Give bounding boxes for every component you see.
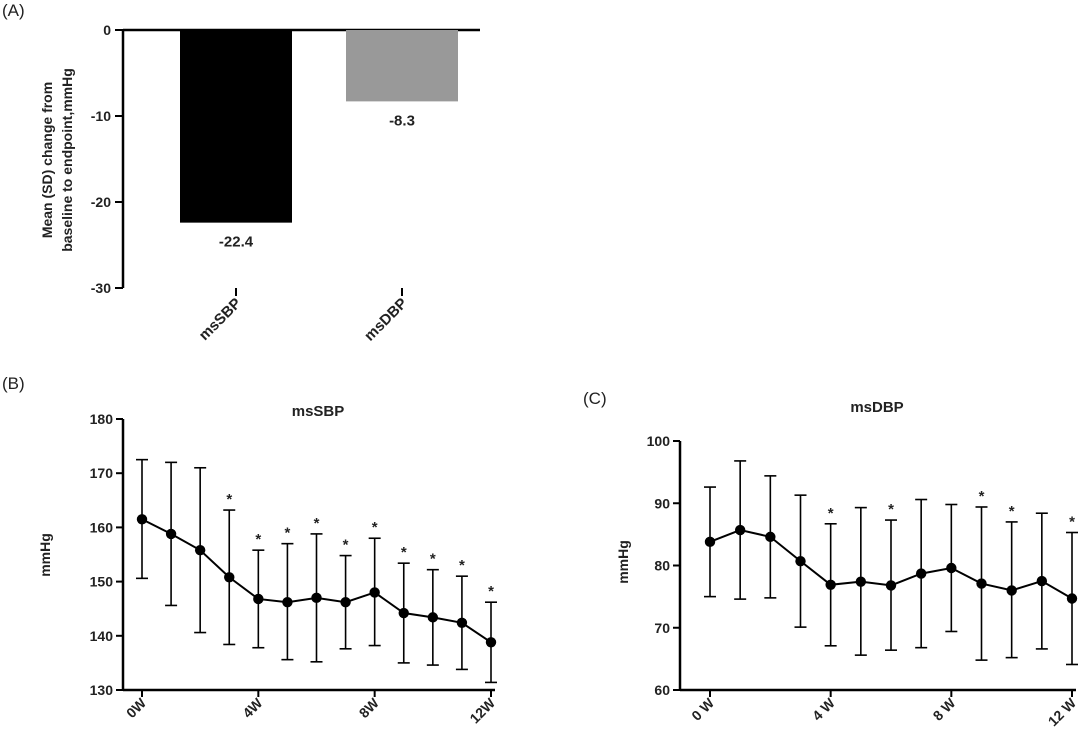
y-axis-label-line: baseline to endpoint,mmHg — [59, 68, 75, 252]
y-tick-label: 60 — [654, 682, 670, 698]
y-tick-label: 0 — [103, 22, 111, 38]
panel-b-sbp-line-chart: (B) msSBP 130 140 150 160 170 180 mmHg 0W 4W 8W 12W *… — [2, 374, 499, 726]
data-point — [427, 612, 439, 623]
y-tick-label: -30 — [91, 280, 111, 296]
panel-label: (C) — [583, 389, 607, 408]
x-tick-label: 8W — [356, 694, 383, 721]
panel-label: (B) — [2, 374, 25, 393]
data-point — [1036, 575, 1048, 587]
x-tick-label: msSBP — [196, 295, 245, 344]
significance-marker: * — [343, 537, 349, 554]
y-tick-label: -20 — [91, 194, 111, 210]
data-point — [485, 637, 497, 648]
data-point — [282, 596, 293, 608]
panel-label: (A) — [2, 1, 25, 20]
data-point — [704, 536, 716, 548]
panel-a-bar-chart: (A) 0 -10 -20 -30 Mean (SD) change from baseli… — [2, 1, 480, 345]
significance-marker: * — [255, 531, 261, 548]
significance-marker: * — [459, 557, 465, 574]
y-tick-label: 80 — [654, 558, 670, 574]
panel-c-dbp-line-chart: (C) msDBP 60 70 80 90 100 mmHg 0 W 4 W 8 W 12 W * * * *… — [583, 389, 1080, 729]
data-point — [253, 593, 264, 605]
data-label: -8.3 — [389, 112, 415, 129]
significance-marker: * — [430, 551, 436, 568]
y-tick-label: 90 — [654, 495, 670, 511]
data-point — [795, 555, 806, 567]
data-point — [398, 607, 409, 619]
data-point — [734, 524, 746, 536]
significance-marker: * — [488, 583, 494, 600]
y-tick-label: 140 — [90, 628, 114, 644]
x-tick-label: 0W — [123, 694, 150, 721]
y-tick-label: 150 — [90, 574, 114, 590]
data-point — [1006, 585, 1017, 596]
chart-title: msDBP — [850, 399, 903, 416]
y-axis-label: mmHg — [37, 533, 53, 577]
y-tick-label: 100 — [647, 433, 671, 449]
data-point — [340, 596, 351, 608]
y-tick-label: 160 — [90, 519, 114, 535]
significance-marker: * — [284, 525, 290, 542]
y-tick-label: 170 — [90, 465, 114, 481]
significance-marker: * — [372, 519, 378, 536]
x-tick-label: 8 W — [930, 694, 959, 723]
x-tick-label: msDBP — [361, 295, 411, 345]
data-point — [885, 580, 897, 591]
significance-marker: * — [314, 515, 320, 532]
data-point — [1066, 593, 1078, 604]
y-tick-label: 70 — [654, 620, 670, 636]
significance-marker: * — [979, 488, 985, 505]
bar-msSBP — [180, 30, 292, 223]
x-tick-label: 4 W — [809, 694, 838, 723]
data-point — [946, 562, 957, 574]
y-tick-label: 180 — [90, 411, 114, 427]
significance-marker: * — [1069, 514, 1075, 531]
data-point — [136, 514, 148, 525]
y-tick-label: -10 — [91, 108, 111, 124]
data-point — [165, 528, 177, 540]
data-label: -22.4 — [219, 234, 254, 251]
data-point — [915, 568, 927, 579]
data-point — [825, 579, 836, 590]
data-point — [765, 531, 776, 543]
y-axis-label-line: Mean (SD) change from — [39, 82, 55, 238]
significance-marker: * — [1009, 503, 1015, 520]
significance-marker: * — [888, 501, 894, 518]
data-point — [855, 576, 867, 587]
data-point — [456, 617, 468, 628]
bar-msDBP — [346, 30, 458, 102]
y-axis-label: Mean (SD) change from baseline to endpoin… — [39, 68, 75, 252]
data-point — [976, 578, 987, 589]
x-tick-label: 12 W — [1045, 694, 1080, 729]
y-tick-label: 130 — [90, 682, 114, 698]
data-point — [194, 544, 206, 556]
y-axis-label: mmHg — [615, 540, 631, 584]
chart-title: msSBP — [292, 403, 345, 420]
x-tick-label: 4W — [239, 694, 266, 721]
significance-marker: * — [226, 491, 232, 508]
data-point — [224, 572, 235, 583]
data-point — [311, 592, 322, 604]
significance-marker: * — [401, 544, 407, 561]
data-point — [369, 587, 380, 598]
x-tick-label: 12W — [466, 694, 498, 726]
significance-marker: * — [828, 505, 834, 522]
x-tick-label: 0 W — [688, 694, 717, 723]
